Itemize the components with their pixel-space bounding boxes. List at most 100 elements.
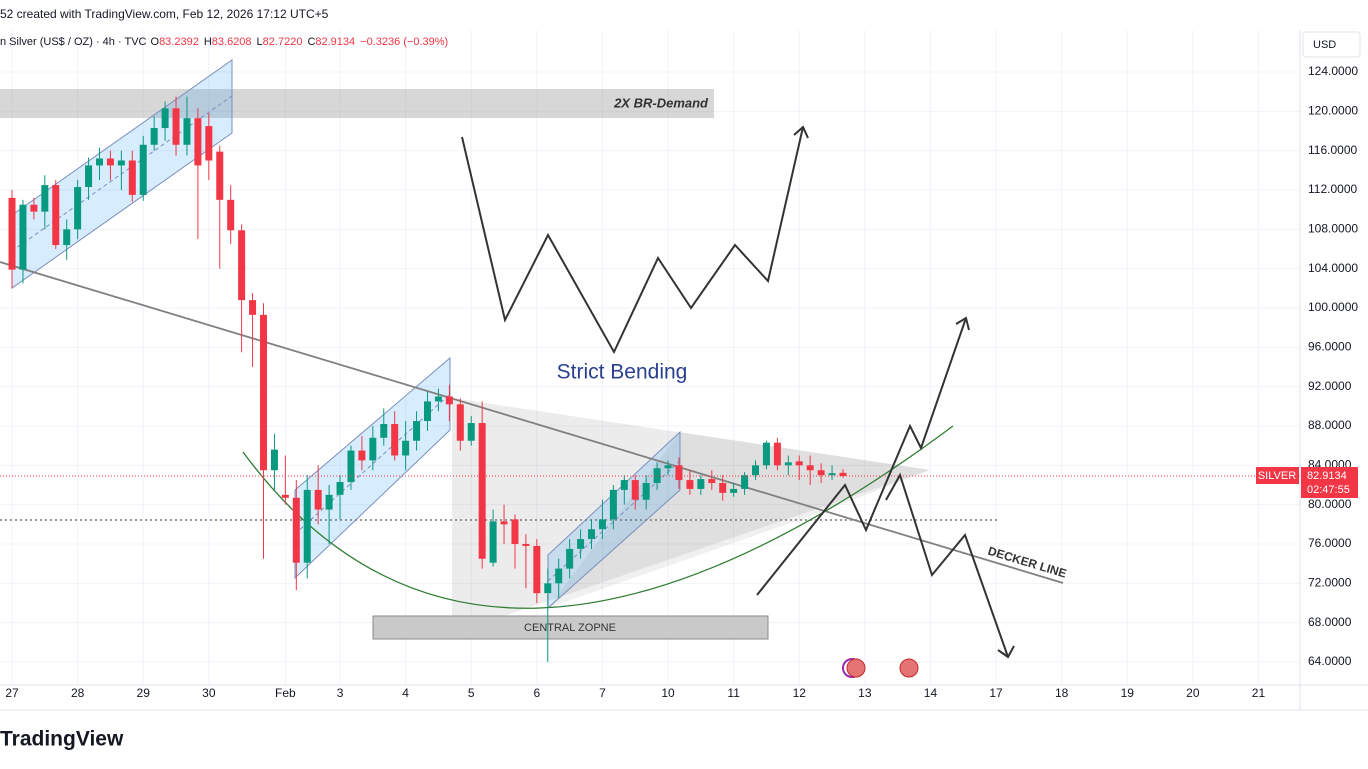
x-tick-label: 14 <box>924 686 938 700</box>
y-tick-label: 72.0000 <box>1308 575 1352 589</box>
candle-body <box>238 230 246 301</box>
axes: 64.000068.000072.000076.000080.000084.00… <box>5 64 1358 700</box>
candle-body <box>806 465 814 471</box>
candle-body <box>259 314 267 471</box>
candle-body <box>795 461 803 466</box>
candle-body <box>544 583 552 594</box>
currency-box[interactable] <box>1302 31 1361 58</box>
y-tick-label: 120.0000 <box>1308 103 1358 117</box>
candle-body <box>609 489 617 520</box>
symbol: n Silver (US$ / OZ) · 4h · TVC <box>0 36 147 48</box>
candle-body <box>216 151 224 200</box>
y-tick-label: 76.0000 <box>1308 536 1352 550</box>
y-tick-label: 104.0000 <box>1308 261 1358 275</box>
candle-body <box>336 482 344 495</box>
candle-body <box>478 423 486 559</box>
candle-body <box>445 396 453 405</box>
candle-body <box>577 539 585 549</box>
candle-body <box>19 204 27 270</box>
candle-body <box>63 229 71 246</box>
x-tick-label: 7 <box>599 686 606 700</box>
legend: n Silver (US$ / OZ) · 4h · TVC O83.2392 H8… <box>0 36 448 48</box>
legend-key: C <box>307 36 315 48</box>
countdown: 02:47:55 <box>1307 484 1350 496</box>
candle-body <box>752 465 760 476</box>
y-tick-label: 124.0000 <box>1308 64 1358 78</box>
candle-body <box>467 423 475 441</box>
y-tick-label: 100.0000 <box>1308 300 1358 314</box>
candle-body <box>74 187 82 230</box>
x-tick-label: 20 <box>1186 686 1200 700</box>
candle-body <box>566 548 574 569</box>
y-tick-label: 96.0000 <box>1308 339 1352 353</box>
candle-body <box>500 521 508 525</box>
candle-body <box>303 489 311 563</box>
candle-body <box>413 421 421 441</box>
candle-body <box>620 480 628 490</box>
legend-value: 83.2392 <box>159 36 199 48</box>
candle-body <box>533 545 541 594</box>
legend-change: −0.3236 (−0.39%) <box>360 36 448 48</box>
candle-body <box>95 158 103 166</box>
zigzag-projection <box>756 317 967 596</box>
price-axis <box>1300 0 1368 710</box>
candle-body <box>588 529 596 540</box>
symbol-tag <box>1256 467 1299 485</box>
event-icon[interactable] <box>899 658 919 678</box>
candle-body <box>522 543 530 546</box>
candle-body <box>150 128 158 145</box>
candle-body <box>52 185 60 246</box>
legend-key: H <box>204 36 212 48</box>
candle-body <box>664 465 672 469</box>
candle-body <box>675 465 683 481</box>
caption: 52 created with TradingView.com, Feb 12,… <box>0 7 329 21</box>
x-tick-label: 17 <box>989 686 1003 700</box>
candle-body <box>369 437 377 461</box>
candle-body <box>194 118 202 166</box>
y-tick-label: 88.0000 <box>1308 418 1352 432</box>
candle-body <box>762 442 770 466</box>
x-tick-label: 5 <box>468 686 475 700</box>
candle-body <box>8 197 16 270</box>
candles <box>0 96 1300 662</box>
candle-body <box>817 470 825 476</box>
zigzag-projection <box>461 126 804 355</box>
candle-body <box>697 479 705 489</box>
candle-body <box>270 449 278 471</box>
candle-body <box>161 108 169 129</box>
legend-key: O <box>151 36 160 48</box>
y-tick-label: 92.0000 <box>1308 379 1352 393</box>
candle-body <box>183 118 191 145</box>
x-tick-label: 29 <box>137 686 151 700</box>
symbol-tag-label: SILVER <box>1258 470 1296 482</box>
y-tick-label: 68.0000 <box>1308 615 1352 629</box>
candle-body <box>325 494 333 510</box>
candle-body <box>828 473 836 476</box>
candle-body <box>773 442 781 466</box>
annotation: Strict Bending <box>557 361 688 384</box>
candle-body <box>456 404 464 441</box>
price-tag-label: 82.9134 <box>1307 470 1347 482</box>
candle-body <box>719 483 727 493</box>
candle-body <box>434 396 442 402</box>
y-tick-label: 80.0000 <box>1308 497 1352 511</box>
candle-body <box>205 126 213 161</box>
arrow-head <box>997 645 1015 659</box>
y-tick-label: 112.0000 <box>1308 182 1357 196</box>
candle-body <box>128 160 136 195</box>
x-tick-label: 6 <box>533 686 540 700</box>
x-tick-label: 19 <box>1121 686 1135 700</box>
candle-body <box>424 401 432 422</box>
legend-value: 83.6208 <box>212 36 252 48</box>
candle-body <box>292 497 300 563</box>
currency: USD <box>1313 39 1336 51</box>
legend-value: 82.7220 <box>263 36 303 48</box>
candle-body <box>642 483 650 500</box>
x-tick-label: 3 <box>337 686 344 700</box>
candle-body <box>139 144 147 195</box>
candle-body <box>489 521 497 563</box>
x-tick-label: 11 <box>727 686 740 700</box>
candle-body <box>391 424 399 456</box>
event-icon[interactable] <box>846 658 866 678</box>
